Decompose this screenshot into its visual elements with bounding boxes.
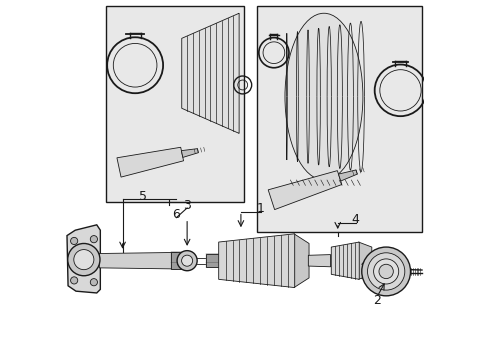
Text: 6: 6: [172, 208, 180, 221]
Polygon shape: [67, 225, 100, 293]
Text: 2: 2: [372, 294, 380, 307]
Circle shape: [373, 259, 398, 284]
Circle shape: [67, 243, 100, 276]
Text: 4: 4: [351, 213, 359, 226]
Circle shape: [181, 255, 192, 266]
Polygon shape: [117, 147, 183, 177]
Bar: [257, 6, 421, 232]
Polygon shape: [205, 254, 218, 267]
Circle shape: [74, 249, 94, 270]
Circle shape: [367, 253, 404, 290]
Circle shape: [90, 279, 97, 286]
Polygon shape: [99, 252, 177, 269]
Polygon shape: [218, 234, 294, 288]
Bar: [106, 6, 244, 202]
Polygon shape: [182, 13, 239, 134]
Polygon shape: [267, 171, 341, 210]
Circle shape: [90, 235, 97, 243]
Text: 5: 5: [139, 190, 147, 203]
Circle shape: [70, 237, 78, 244]
Circle shape: [378, 264, 392, 279]
Circle shape: [361, 247, 410, 296]
Circle shape: [70, 277, 78, 284]
Polygon shape: [171, 252, 183, 269]
Polygon shape: [358, 242, 371, 279]
Polygon shape: [293, 234, 308, 288]
Polygon shape: [308, 255, 330, 267]
Polygon shape: [330, 242, 359, 279]
Ellipse shape: [285, 13, 362, 180]
Text: 1: 1: [256, 202, 264, 215]
Text: 3: 3: [183, 199, 191, 212]
Polygon shape: [338, 170, 357, 181]
Circle shape: [177, 251, 197, 271]
Polygon shape: [181, 149, 198, 157]
